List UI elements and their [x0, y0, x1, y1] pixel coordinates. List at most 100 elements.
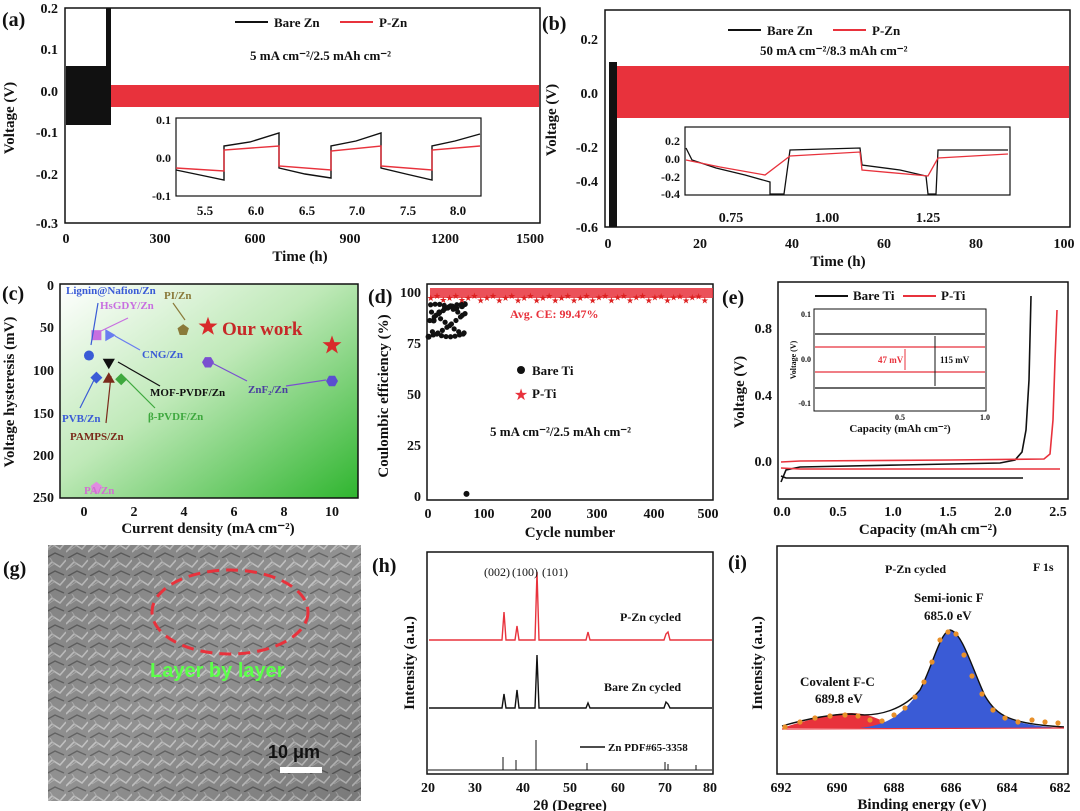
- d-pti-point-38: ★: [663, 295, 671, 305]
- h-peak-100: (100): [512, 565, 538, 579]
- d-pti-point-27: ★: [595, 293, 603, 303]
- g-annotation: Layer by layer: [150, 660, 285, 682]
- h-xtick-1: 30: [468, 781, 482, 796]
- h-xtick-5: 70: [658, 781, 672, 796]
- c-mark-our-work-11: [198, 316, 218, 335]
- i-raw-points: [782, 629, 1061, 730]
- i-peak1-value: 685.0 eV: [924, 608, 972, 623]
- e-inset-gap-small: 47 mV: [878, 355, 904, 365]
- panel-i-frame: [776, 545, 1069, 775]
- e-inset-ytick-2: -0.1: [798, 399, 811, 408]
- i-raw-point-22: [1029, 717, 1035, 723]
- a-xtick-0: 0: [63, 232, 70, 247]
- c-xlabel: Current density (mA cm⁻²): [121, 521, 294, 537]
- c-xtick-4: 8: [281, 505, 288, 520]
- a-ytick-0: 0.2: [41, 2, 59, 17]
- d-bare-cluster-30: [454, 302, 460, 308]
- d-ytick-1: 75: [407, 337, 421, 352]
- d-bare-point-0: [425, 333, 432, 340]
- d-xtick-0: 0: [425, 507, 432, 522]
- d-pti-point-39: ★: [670, 293, 678, 303]
- h-pdf-sticks: [428, 740, 712, 771]
- h-xlabel: 2θ (Degree): [533, 798, 607, 811]
- e-p-ti-curve: [780, 309, 1058, 463]
- c-mark-hsgdy-zn-1: [91, 330, 102, 341]
- a-inset-xtick-5: 8.0: [450, 203, 466, 218]
- d-pti-point-10: ★: [489, 291, 497, 301]
- i-raw-point-24: [1055, 720, 1061, 726]
- e-xtick-2: 1.0: [884, 505, 902, 520]
- a-inset-xtick-1: 6.0: [248, 203, 264, 218]
- b-xtick-5: 100: [1054, 237, 1075, 252]
- e-xlabel: Capacity (mAh cm⁻²): [859, 522, 997, 538]
- c-arrow-pvb: [79, 377, 96, 409]
- a-inset-xtick-2: 6.5: [299, 203, 316, 218]
- a-inset-ytick-1: 0.0: [156, 151, 171, 165]
- d-xlabel: Cycle number: [525, 525, 616, 541]
- i-raw-point-9: [902, 705, 908, 711]
- c-label-lignin: Lignin@Nafion/Zn: [66, 285, 156, 297]
- c-ytick-3: 150: [33, 407, 54, 422]
- b-inset-frame: [684, 126, 1011, 196]
- d-pti-point-1: ★: [433, 291, 441, 301]
- h-xtick-0: 20: [421, 781, 435, 796]
- panel-a-inset: 0.1 0.0 -0.1 5.5 6.0 6.5 7.0 7.5 8.0: [152, 113, 482, 218]
- b-inset-ytick-3: -0.4: [661, 187, 680, 201]
- d-bare-cluster-15: [440, 307, 446, 314]
- b-xtick-2: 40: [785, 237, 799, 252]
- c-label-mof: MOF-PVDF/Zn: [150, 387, 225, 399]
- a-ytick-4: -0.2: [36, 168, 58, 183]
- i-raw-point-21: [1015, 719, 1021, 725]
- panel-e: (e) 0.8 0.4 0.0 0.0 0.5 1.0 1.5 2.0 2.5 …: [722, 281, 1069, 538]
- c-arrow-pi: [172, 302, 186, 321]
- d-ytick-2: 50: [407, 388, 421, 403]
- c-ytick-5: 250: [33, 491, 54, 506]
- d-bare-cluster-31: [455, 309, 461, 315]
- i-raw-point-15: [953, 631, 959, 637]
- i-raw-point-1: [797, 719, 803, 725]
- i-raw-point-23: [1042, 719, 1048, 725]
- d-pti-point-6: ★: [464, 293, 472, 303]
- d-bare-cluster-26: [450, 306, 456, 312]
- i-raw-point-17: [969, 673, 975, 679]
- b-xtick-0: 0: [605, 237, 612, 252]
- a-condition: 5 mA cm⁻²/2.5 mAh cm⁻²: [250, 48, 391, 63]
- e-legend-bare: Bare Ti: [853, 288, 895, 303]
- d-ytick-3: 25: [407, 439, 421, 454]
- i-raw-point-19: [990, 707, 996, 713]
- e-xtick-1: 0.5: [829, 505, 847, 520]
- a-ytick-1: 0.1: [41, 43, 59, 58]
- d-pti-point-0: ★: [427, 293, 435, 303]
- i-raw-point-14: [945, 629, 951, 635]
- d-pti-point-44: ★: [701, 295, 709, 305]
- a-inset-frame: [175, 117, 482, 197]
- e-ytick-0: 0.8: [755, 322, 773, 337]
- b-inset-xtick-1: 1.00: [815, 211, 840, 226]
- a-ytick-3: -0.1: [36, 126, 58, 141]
- i-raw-point-18: [979, 691, 985, 697]
- d-bare-cluster-24: [448, 321, 455, 327]
- c-ytick-2: 100: [33, 364, 54, 379]
- panel-c: (c) 0 50 100 150 200 250 0 2 4 6 8 10 Cu…: [2, 279, 359, 537]
- i-envelope: [781, 629, 1065, 728]
- c-ytick-1: 50: [40, 321, 54, 336]
- d-bare-cluster-9: [435, 330, 441, 336]
- panel-a-y-ticks: 0.2 0.1 0.0 -0.1 -0.2 -0.3: [36, 2, 58, 232]
- d-xtick-5: 500: [698, 507, 719, 522]
- h-xtick-3: 50: [563, 781, 577, 796]
- d-pti-point-22: ★: [564, 291, 572, 301]
- b-ytick-2: -0.2: [576, 141, 598, 156]
- c-mark-mof-pvdf-zn-4: [102, 358, 115, 370]
- i-raw-point-4: [842, 712, 848, 718]
- i-xtick-5: 682: [1050, 781, 1071, 796]
- a-inset-ytick-2: -0.1: [152, 189, 171, 203]
- panel-b-inset: 0.2 0.0 -0.2 -0.4 0.75 1.00 1.25: [661, 126, 1011, 226]
- panel-e-label: (e): [722, 287, 744, 309]
- c-label-bpvdf: β-PVDF/Zn: [148, 411, 203, 423]
- d-condition: 5 mA cm⁻²/2.5 mAh cm⁻²: [490, 424, 631, 439]
- i-raw-point-12: [929, 659, 935, 665]
- c-scatter-marks: [83, 316, 342, 493]
- d-bare-cluster-16: [441, 302, 447, 308]
- d-pti-point-31: ★: [620, 291, 628, 301]
- h-pzn-trace: [429, 571, 712, 641]
